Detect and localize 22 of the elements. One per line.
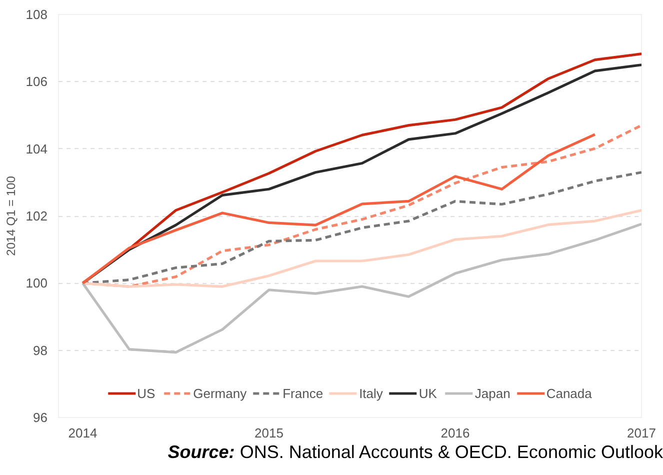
y-tick-label: 108 [26, 7, 48, 22]
legend-label: Canada [546, 386, 592, 400]
y-tick-label: 98 [33, 342, 48, 358]
x-tick-label: 2015 [254, 426, 284, 440]
x-tick-label: 2017 [627, 426, 656, 440]
source-note: Source: ONS. National Accounts & OECD. Economic Outlook [168, 441, 663, 464]
y-tick-label: 104 [26, 141, 48, 156]
y-tick-label: 106 [26, 74, 48, 90]
line-series [81, 222, 642, 354]
legend-label: Italy [359, 386, 383, 400]
y-tick-label: 102 [26, 208, 48, 224]
y-tick-label: 100 [26, 276, 48, 291]
y-axis-title: 2014 Q1 = 100 [4, 176, 18, 256]
x-tick-label: 2014 [68, 426, 98, 440]
line-series [81, 133, 596, 284]
x-tick-label: 2016 [440, 426, 470, 440]
legend-label: UK [418, 386, 438, 400]
y-tick-label: 96 [33, 410, 48, 425]
legend-label: France [282, 386, 324, 400]
legend-label: Germany [193, 386, 247, 400]
legend-label: US [137, 386, 156, 400]
legend-label: Japan [474, 386, 510, 400]
